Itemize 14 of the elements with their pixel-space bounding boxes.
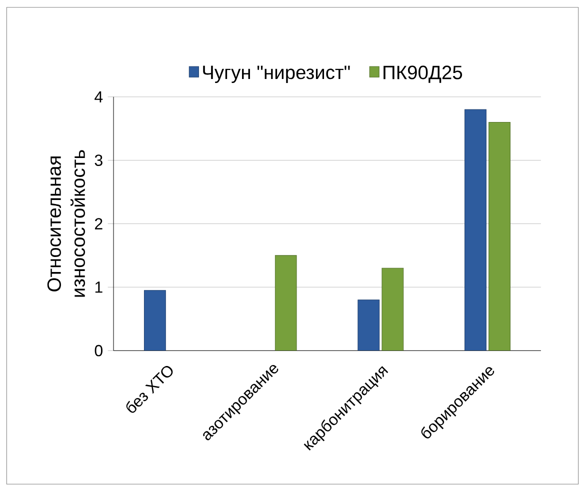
y-tick-label: 1 <box>95 282 102 293</box>
bar <box>144 290 166 351</box>
y-tick-label: 4 <box>94 91 103 102</box>
bar <box>358 300 380 351</box>
bar <box>488 122 510 351</box>
y-axis-title: Относительная износостойкость <box>47 150 86 297</box>
y-tick-label: 2 <box>94 218 102 230</box>
bar <box>274 255 297 351</box>
bar <box>464 109 486 351</box>
y-tick-label: 0 <box>94 345 102 356</box>
y-tick-label: 3 <box>94 154 102 166</box>
legend-label: Чугун "нирезист" <box>203 66 350 84</box>
legend-label: ПК90Д25 <box>384 66 462 83</box>
bar <box>382 268 404 351</box>
